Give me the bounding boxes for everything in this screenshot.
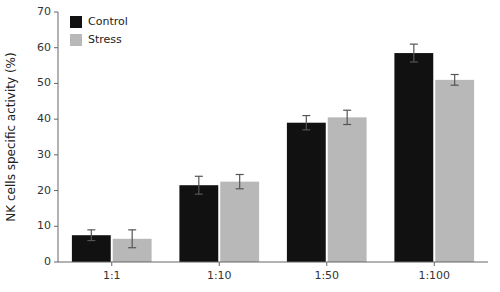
- legend-label: Stress: [88, 33, 122, 46]
- y-tick: [54, 119, 58, 120]
- error-bar: [343, 110, 351, 124]
- error-line: [91, 230, 92, 241]
- x-tick: [219, 262, 220, 266]
- y-tick: [54, 262, 58, 263]
- y-tick-label: 50: [37, 76, 51, 89]
- error-cap: [128, 247, 136, 248]
- legend-swatch: [70, 16, 82, 28]
- y-tick: [54, 83, 58, 84]
- legend-swatch: [70, 34, 82, 46]
- bar: [179, 185, 218, 262]
- error-cap: [343, 110, 351, 111]
- error-cap: [410, 61, 418, 62]
- error-cap: [302, 115, 310, 116]
- x-tick: [434, 262, 435, 266]
- error-bar: [128, 230, 136, 248]
- plot-area: [72, 44, 474, 262]
- legend-label: Control: [88, 15, 128, 28]
- error-line: [454, 75, 455, 86]
- y-tick-label: 10: [37, 219, 51, 232]
- y-axis-label: NK cells specific activity (%): [4, 52, 18, 221]
- y-tick: [54, 47, 58, 48]
- y-tick-label: 0: [44, 255, 51, 268]
- error-bar: [302, 116, 310, 130]
- y-tick: [54, 226, 58, 227]
- error-line: [239, 175, 240, 189]
- error-line: [198, 176, 199, 194]
- error-line: [413, 44, 414, 62]
- error-bar: [195, 176, 203, 194]
- error-line: [347, 110, 348, 124]
- error-cap: [302, 129, 310, 130]
- y-tick-label: 30: [37, 148, 51, 161]
- error-cap: [451, 74, 459, 75]
- error-line: [306, 116, 307, 130]
- legend: Control Stress: [70, 15, 128, 46]
- error-bar: [87, 230, 95, 241]
- y-tick-label: 20: [37, 184, 51, 197]
- x-tick-label: 1:50: [314, 269, 339, 282]
- y-tick-label: 40: [37, 112, 51, 125]
- error-cap: [195, 176, 203, 177]
- chart: 0 10 20 30 40 50 60 70 1:1 1:10 1:50 1:100 NK cells …: [0, 0, 500, 292]
- error-bar: [451, 75, 459, 86]
- y-tick-label: 60: [37, 41, 51, 54]
- x-tick: [111, 262, 112, 266]
- chart-container: 0 10 20 30 40 50 60 70 1:1 1:10 1:50 1:100 NK cells …: [0, 0, 500, 292]
- error-cap: [87, 240, 95, 241]
- error-bar: [236, 175, 244, 189]
- y-tick: [54, 190, 58, 191]
- error-cap: [451, 85, 459, 86]
- bar: [328, 117, 367, 262]
- x-tick: [326, 262, 327, 266]
- error-cap: [128, 229, 136, 230]
- error-cap: [343, 124, 351, 125]
- y-tick: [54, 12, 58, 13]
- error-cap: [236, 174, 244, 175]
- x-tick-label: 1:10: [207, 269, 232, 282]
- error-cap: [236, 188, 244, 189]
- x-tick-label: 1:1: [103, 269, 121, 282]
- bar: [394, 53, 433, 262]
- bar: [220, 182, 259, 262]
- error-bar: [410, 44, 418, 62]
- y-tick-label: 70: [37, 5, 51, 18]
- bar: [287, 123, 326, 262]
- y-tick: [54, 154, 58, 155]
- error-line: [132, 230, 133, 248]
- error-cap: [410, 44, 418, 45]
- error-cap: [195, 194, 203, 195]
- y-axis-line: [58, 12, 59, 262]
- bar: [435, 80, 474, 262]
- x-axis-line: [58, 262, 488, 263]
- x-tick-label: 1:100: [418, 269, 450, 282]
- error-cap: [87, 229, 95, 230]
